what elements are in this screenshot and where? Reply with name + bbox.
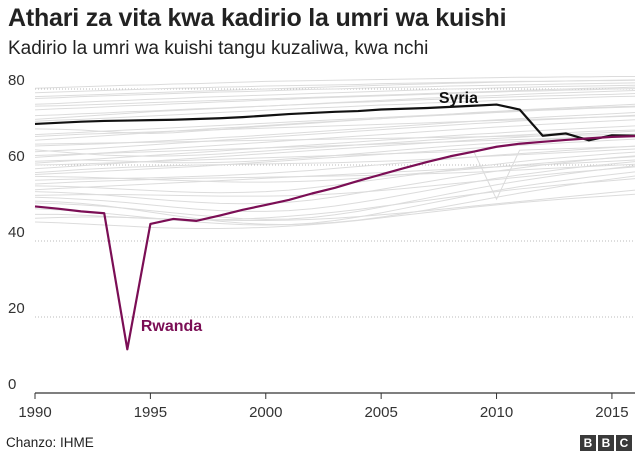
background-line-n38 — [34, 159, 636, 191]
background-line-n07 — [34, 95, 636, 122]
background-line-n35 — [34, 166, 636, 197]
background-line-n14 — [34, 125, 636, 164]
background-line-n05 — [34, 88, 636, 111]
background-line-n37 — [34, 193, 636, 229]
background-line-n01 — [34, 75, 635, 89]
background-line-n19 — [34, 155, 636, 205]
x-tick-label-1995: 1995 — [134, 404, 167, 421]
background-line-n16 — [34, 138, 636, 175]
chart-title: Athari za vita kwa kadirio la umri wa ku… — [8, 4, 507, 32]
background-line-n22 — [34, 171, 636, 226]
bbc-logo: B B C — [580, 435, 632, 451]
background-line-n13 — [34, 119, 636, 158]
background-line-n36 — [34, 189, 636, 221]
logo-letter-c: C — [616, 435, 632, 451]
y-tick-label-20: 20 — [8, 300, 25, 317]
background-line-n26 — [34, 148, 636, 174]
syria-line — [34, 103, 636, 142]
x-tick-label-2000: 2000 — [249, 404, 282, 421]
syria-label: Syria — [439, 90, 478, 107]
background-line-n30 — [34, 90, 636, 120]
background-line-n25 — [34, 163, 636, 185]
x-tick-label-2010: 2010 — [480, 404, 513, 421]
background-line-n39 — [34, 79, 636, 98]
chart-subtitle: Kadirio la umri wa kuishi tangu kuzaliwa… — [8, 38, 429, 59]
background-line-n21 — [34, 165, 636, 220]
series-annotations: Syria Rwanda — [141, 90, 478, 335]
background-line-n17 — [34, 145, 636, 181]
background-line-n32 — [34, 145, 636, 201]
rwanda-line — [34, 135, 636, 351]
y-axis: 0 20 40 60 80 — [8, 72, 25, 393]
y-tick-label-80: 80 — [8, 72, 25, 89]
background-line-n10 — [34, 106, 636, 141]
background-line-n04 — [34, 84, 636, 105]
highlight-series-lines — [34, 103, 636, 351]
logo-letter-b2: B — [598, 435, 614, 451]
background-line-n12 — [34, 114, 636, 153]
y-tick-label-40: 40 — [8, 224, 25, 241]
x-tick-label-2005: 2005 — [364, 404, 397, 421]
grid — [35, 88, 635, 318]
background-series-lines — [34, 75, 636, 229]
rwanda-label: Rwanda — [141, 318, 202, 335]
y-tick-label-60: 60 — [8, 148, 25, 165]
source-note: Chanzo: IHME — [6, 435, 94, 450]
background-line-n28 — [34, 129, 636, 157]
background-line-n18 — [34, 151, 636, 194]
x-tick-label-2015: 2015 — [595, 404, 628, 421]
y-tick-label-0: 0 — [8, 376, 16, 393]
x-tick-label-1990: 1990 — [18, 404, 51, 421]
background-line-n33 — [34, 135, 636, 156]
background-line-n29 — [34, 115, 636, 137]
x-axis: 1990 1995 2000 2005 2010 2015 — [18, 392, 635, 421]
background-line-n20 — [34, 161, 636, 212]
background-line-n34 — [34, 156, 636, 183]
logo-letter-b1: B — [580, 435, 596, 451]
background-line-n03 — [34, 82, 636, 99]
background-line-n40 — [34, 86, 636, 107]
background-line-n09 — [34, 105, 636, 136]
background-line-n31 — [34, 133, 636, 145]
